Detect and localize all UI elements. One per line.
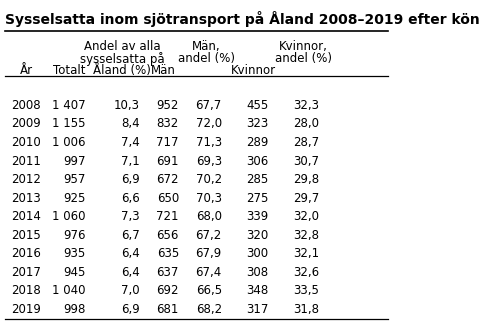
Text: 32,3: 32,3 xyxy=(294,99,319,112)
Text: 2011: 2011 xyxy=(11,154,41,168)
Text: 67,4: 67,4 xyxy=(195,266,222,279)
Text: 10,3: 10,3 xyxy=(114,99,140,112)
Text: 925: 925 xyxy=(63,192,85,205)
Text: 32,1: 32,1 xyxy=(293,247,319,260)
Text: 8,4: 8,4 xyxy=(121,117,140,131)
Text: Kvinnor,: Kvinnor, xyxy=(279,40,328,53)
Text: 323: 323 xyxy=(246,117,269,131)
Text: 2018: 2018 xyxy=(11,284,41,297)
Text: 348: 348 xyxy=(246,284,269,297)
Text: 67,7: 67,7 xyxy=(195,99,222,112)
Text: 691: 691 xyxy=(157,154,179,168)
Text: 635: 635 xyxy=(157,247,179,260)
Text: 285: 285 xyxy=(246,173,269,186)
Text: 69,3: 69,3 xyxy=(196,154,222,168)
Text: 1 155: 1 155 xyxy=(52,117,85,131)
Text: 2009: 2009 xyxy=(11,117,41,131)
Text: 2012: 2012 xyxy=(11,173,41,186)
Text: 1 407: 1 407 xyxy=(52,99,85,112)
Text: 7,4: 7,4 xyxy=(121,136,140,149)
Text: andel (%): andel (%) xyxy=(178,52,235,66)
Text: 656: 656 xyxy=(157,229,179,242)
Text: 70,3: 70,3 xyxy=(196,192,222,205)
Text: Kvinnor: Kvinnor xyxy=(230,65,275,77)
Text: 1 040: 1 040 xyxy=(52,284,85,297)
Text: 306: 306 xyxy=(246,154,269,168)
Text: 935: 935 xyxy=(63,247,85,260)
Text: andel (%): andel (%) xyxy=(275,52,332,66)
Text: 672: 672 xyxy=(157,173,179,186)
Text: 31,8: 31,8 xyxy=(294,303,319,316)
Text: Män,: Män, xyxy=(192,40,220,53)
Text: sysselsatta på: sysselsatta på xyxy=(80,52,164,66)
Text: 952: 952 xyxy=(157,99,179,112)
Text: 32,8: 32,8 xyxy=(294,229,319,242)
Text: 30,7: 30,7 xyxy=(294,154,319,168)
Text: 6,4: 6,4 xyxy=(121,247,140,260)
Text: 339: 339 xyxy=(246,210,269,223)
Text: 67,2: 67,2 xyxy=(195,229,222,242)
Text: År: År xyxy=(20,65,32,77)
Text: 7,1: 7,1 xyxy=(121,154,140,168)
Text: 317: 317 xyxy=(246,303,269,316)
Text: 6,4: 6,4 xyxy=(121,266,140,279)
Text: 32,0: 32,0 xyxy=(294,210,319,223)
Text: 692: 692 xyxy=(157,284,179,297)
Text: 6,9: 6,9 xyxy=(121,303,140,316)
Text: 721: 721 xyxy=(157,210,179,223)
Text: Andel av alla: Andel av alla xyxy=(84,40,161,53)
Text: Åland (%): Åland (%) xyxy=(93,65,151,77)
Text: 945: 945 xyxy=(63,266,85,279)
Text: 2019: 2019 xyxy=(11,303,41,316)
Text: 66,5: 66,5 xyxy=(196,284,222,297)
Text: 308: 308 xyxy=(246,266,269,279)
Text: 29,8: 29,8 xyxy=(293,173,319,186)
Text: 6,7: 6,7 xyxy=(121,229,140,242)
Text: 289: 289 xyxy=(246,136,269,149)
Text: 71,3: 71,3 xyxy=(196,136,222,149)
Text: 68,0: 68,0 xyxy=(196,210,222,223)
Text: 33,5: 33,5 xyxy=(294,284,319,297)
Text: 2013: 2013 xyxy=(11,192,41,205)
Text: 72,0: 72,0 xyxy=(196,117,222,131)
Text: 68,2: 68,2 xyxy=(196,303,222,316)
Text: 832: 832 xyxy=(157,117,179,131)
Text: 1 006: 1 006 xyxy=(52,136,85,149)
Text: 2014: 2014 xyxy=(11,210,41,223)
Text: 2008: 2008 xyxy=(11,99,41,112)
Text: 998: 998 xyxy=(63,303,85,316)
Text: 2016: 2016 xyxy=(11,247,41,260)
Text: 2010: 2010 xyxy=(11,136,41,149)
Text: 275: 275 xyxy=(246,192,269,205)
Text: 29,7: 29,7 xyxy=(293,192,319,205)
Text: 28,7: 28,7 xyxy=(293,136,319,149)
Text: 717: 717 xyxy=(157,136,179,149)
Text: 70,2: 70,2 xyxy=(196,173,222,186)
Text: 6,9: 6,9 xyxy=(121,173,140,186)
Text: 7,0: 7,0 xyxy=(121,284,140,297)
Text: 28,0: 28,0 xyxy=(294,117,319,131)
Text: 957: 957 xyxy=(63,173,85,186)
Text: 300: 300 xyxy=(246,247,269,260)
Text: 1 060: 1 060 xyxy=(52,210,85,223)
Text: 681: 681 xyxy=(157,303,179,316)
Text: 6,6: 6,6 xyxy=(121,192,140,205)
Text: 32,6: 32,6 xyxy=(293,266,319,279)
Text: 67,9: 67,9 xyxy=(195,247,222,260)
Text: 2015: 2015 xyxy=(11,229,41,242)
Text: Sysselsatta inom sjötransport på Åland 2008–2019 efter kön: Sysselsatta inom sjötransport på Åland 2… xyxy=(5,11,480,27)
Text: 320: 320 xyxy=(246,229,269,242)
Text: Totalt: Totalt xyxy=(54,65,86,77)
Text: 976: 976 xyxy=(63,229,85,242)
Text: 455: 455 xyxy=(246,99,269,112)
Text: 997: 997 xyxy=(63,154,85,168)
Text: 7,3: 7,3 xyxy=(121,210,140,223)
Text: 2017: 2017 xyxy=(11,266,41,279)
Text: 637: 637 xyxy=(157,266,179,279)
Text: 650: 650 xyxy=(157,192,179,205)
Text: Män: Män xyxy=(151,65,176,77)
